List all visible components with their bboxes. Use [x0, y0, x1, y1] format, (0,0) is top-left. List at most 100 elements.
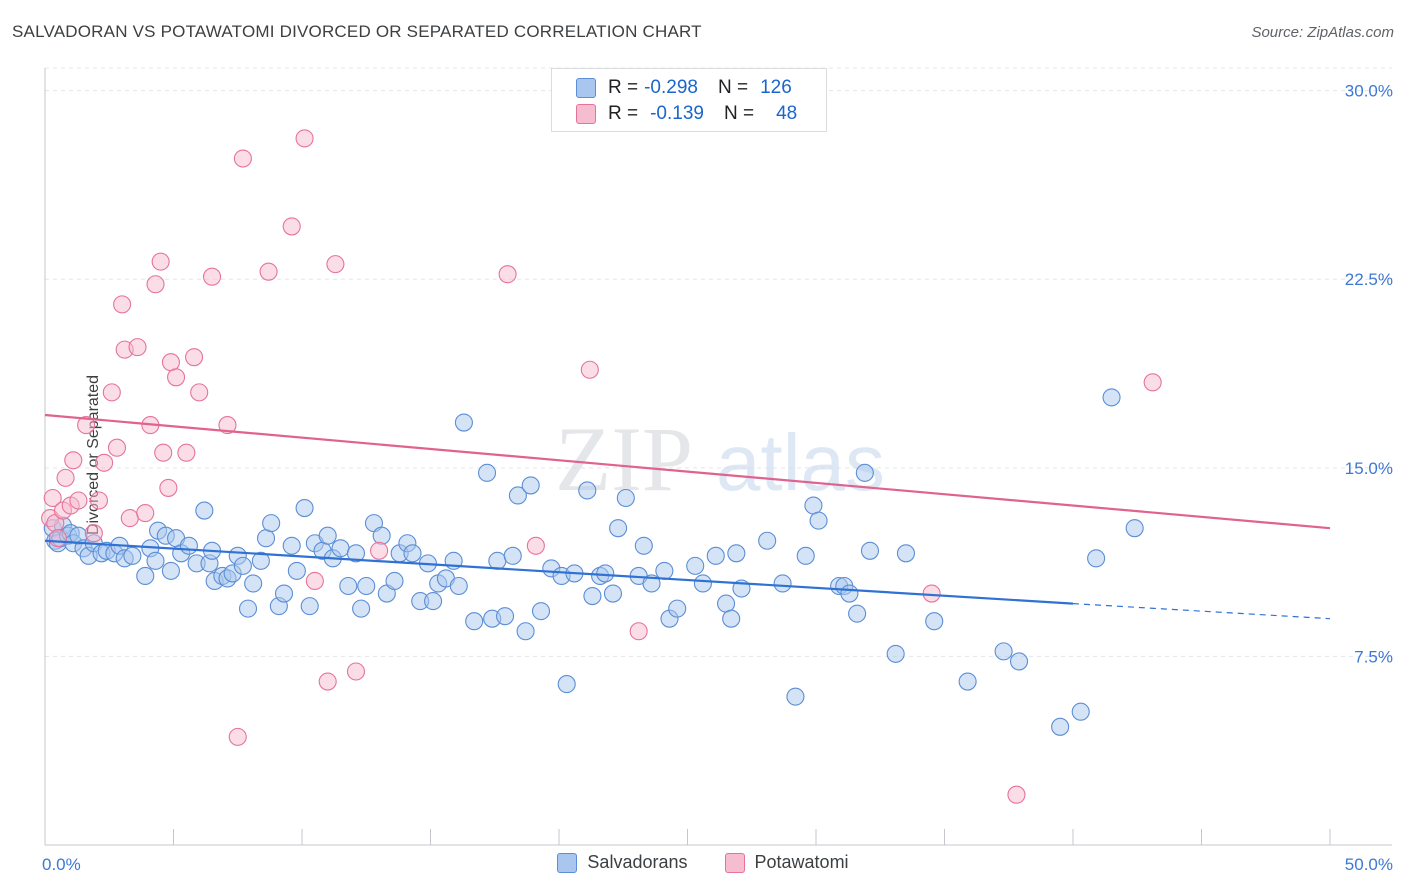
data-point-salvadorans[interactable] [318, 526, 337, 545]
data-point-potawatomi[interactable] [69, 491, 88, 510]
data-point-salvadorans[interactable] [1102, 388, 1121, 407]
data-point-salvadorans[interactable] [1009, 652, 1029, 671]
data-point-salvadorans[interactable] [1125, 519, 1144, 538]
data-point-potawatomi[interactable] [305, 571, 324, 591]
data-point-salvadorans[interactable] [295, 498, 314, 518]
data-point-salvadorans[interactable] [1051, 717, 1070, 736]
data-point-salvadorans[interactable] [848, 604, 867, 623]
data-point-salvadorans[interactable] [244, 574, 263, 593]
data-point-salvadorans[interactable] [596, 564, 615, 583]
data-point-potawatomi[interactable] [89, 491, 109, 510]
data-point-salvadorans[interactable] [274, 584, 294, 603]
data-point-potawatomi[interactable] [120, 509, 139, 528]
data-point-salvadorans[interactable] [1087, 549, 1106, 568]
legend-item-potawatomi[interactable]: Potawatomi [724, 852, 849, 873]
data-point-salvadorans[interactable] [238, 599, 258, 618]
data-point-potawatomi[interactable] [318, 672, 337, 691]
data-point-potawatomi[interactable] [64, 451, 83, 470]
data-point-salvadorans[interactable] [634, 536, 653, 555]
data-point-potawatomi[interactable] [154, 443, 173, 462]
data-point-salvadorans[interactable] [357, 576, 376, 596]
data-point-salvadorans[interactable] [233, 556, 252, 575]
data-point-potawatomi[interactable] [84, 524, 103, 543]
data-point-potawatomi[interactable] [102, 383, 121, 402]
data-point-salvadorans[interactable] [722, 609, 741, 628]
data-point-salvadorans[interactable] [809, 511, 828, 530]
data-point-salvadorans[interactable] [693, 574, 712, 593]
data-point-potawatomi[interactable] [295, 129, 314, 148]
data-point-salvadorans[interactable] [557, 675, 576, 694]
data-point-salvadorans[interactable] [796, 546, 815, 565]
data-point-salvadorans[interactable] [503, 546, 522, 565]
data-point-salvadorans[interactable] [179, 536, 198, 555]
legend-item-salvadorans[interactable]: Salvadorans [557, 852, 688, 873]
data-point-potawatomi[interactable] [203, 267, 222, 286]
data-point-salvadorans[interactable] [477, 463, 497, 482]
data-point-salvadorans[interactable] [758, 531, 777, 550]
data-point-salvadorans[interactable] [531, 602, 551, 621]
data-point-potawatomi[interactable] [161, 353, 180, 372]
data-point-salvadorans[interactable] [403, 544, 422, 563]
data-point-potawatomi[interactable] [136, 504, 155, 523]
data-point-salvadorans[interactable] [786, 687, 805, 706]
data-point-salvadorans[interactable] [716, 594, 736, 613]
data-point-potawatomi[interactable] [1007, 785, 1026, 804]
data-point-salvadorans[interactable] [896, 544, 916, 563]
data-point-salvadorans[interactable] [346, 544, 366, 563]
data-point-potawatomi[interactable] [629, 622, 648, 641]
data-point-potawatomi[interactable] [1143, 373, 1162, 392]
data-point-salvadorans[interactable] [385, 571, 404, 591]
data-point-potawatomi[interactable] [95, 453, 114, 472]
data-point-salvadorans[interactable] [583, 587, 602, 606]
data-point-potawatomi[interactable] [228, 727, 247, 746]
data-point-potawatomi[interactable] [177, 443, 196, 462]
data-point-salvadorans[interactable] [287, 561, 306, 580]
data-point-salvadorans[interactable] [516, 622, 535, 641]
data-point-salvadorans[interactable] [706, 546, 725, 565]
data-point-potawatomi[interactable] [146, 275, 165, 294]
data-point-potawatomi[interactable] [113, 295, 132, 314]
data-point-salvadorans[interactable] [642, 574, 661, 593]
data-point-salvadorans[interactable] [655, 561, 674, 580]
data-point-potawatomi[interactable] [259, 262, 278, 281]
data-point-salvadorans[interactable] [668, 599, 687, 618]
data-point-salvadorans[interactable] [136, 566, 155, 585]
data-point-potawatomi[interactable] [43, 488, 62, 508]
data-point-salvadorans[interactable] [773, 574, 792, 593]
data-point-salvadorans[interactable] [251, 551, 270, 570]
data-point-potawatomi[interactable] [282, 217, 301, 236]
data-point-potawatomi[interactable] [346, 662, 366, 681]
data-point-salvadorans[interactable] [465, 612, 484, 631]
data-point-potawatomi[interactable] [526, 536, 545, 555]
data-point-potawatomi[interactable] [48, 529, 67, 548]
data-point-salvadorans[interactable] [508, 486, 527, 505]
data-point-salvadorans[interactable] [886, 644, 905, 663]
data-point-salvadorans[interactable] [123, 546, 142, 565]
data-point-salvadorans[interactable] [686, 556, 705, 575]
data-point-potawatomi[interactable] [151, 252, 170, 271]
data-point-salvadorans[interactable] [424, 592, 443, 611]
data-point-potawatomi[interactable] [218, 416, 237, 435]
data-point-salvadorans[interactable] [352, 599, 371, 618]
data-point-potawatomi[interactable] [185, 348, 204, 367]
data-point-salvadorans[interactable] [603, 584, 623, 603]
data-point-potawatomi[interactable] [190, 383, 209, 402]
data-point-salvadorans[interactable] [372, 526, 391, 545]
data-point-salvadorans[interactable] [727, 544, 746, 563]
data-point-potawatomi[interactable] [326, 255, 345, 274]
data-point-salvadorans[interactable] [449, 576, 468, 596]
data-point-potawatomi[interactable] [128, 338, 147, 357]
data-point-salvadorans[interactable] [609, 519, 628, 538]
data-point-salvadorans[interactable] [161, 561, 180, 580]
data-point-salvadorans[interactable] [578, 481, 597, 500]
data-point-salvadorans[interactable] [282, 536, 301, 555]
data-point-salvadorans[interactable] [860, 541, 880, 560]
data-point-potawatomi[interactable] [56, 468, 75, 487]
data-point-potawatomi[interactable] [107, 438, 127, 457]
data-point-potawatomi[interactable] [498, 265, 517, 284]
data-point-salvadorans[interactable] [146, 551, 165, 570]
data-point-salvadorans[interactable] [488, 551, 507, 570]
data-point-potawatomi[interactable] [233, 149, 252, 168]
data-point-salvadorans[interactable] [262, 514, 281, 533]
data-point-salvadorans[interactable] [994, 642, 1013, 661]
